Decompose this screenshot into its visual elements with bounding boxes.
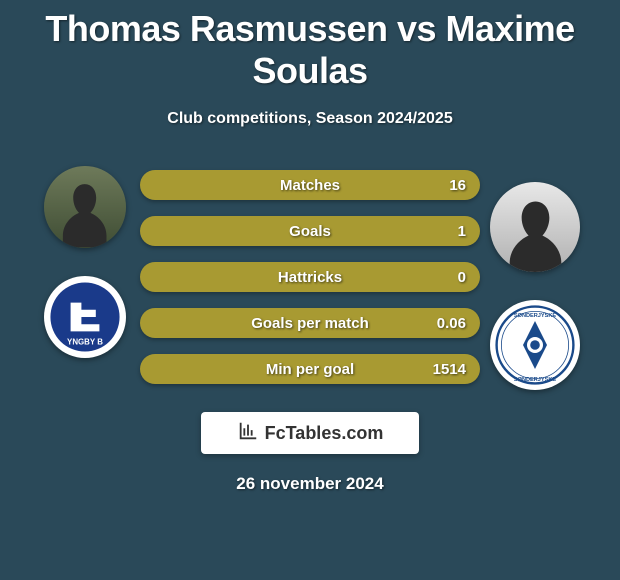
date-text: 26 november 2024 <box>0 474 620 494</box>
player-left-column: YNGBY B <box>30 166 140 358</box>
stat-value: 0 <box>458 269 466 286</box>
stat-row-hattricks: Hattricks 0 <box>140 262 480 292</box>
brand-box[interactable]: FcTables.com <box>201 412 419 454</box>
club-right-badge: SØNDERJYSKE SØNDERJYSKE <box>490 300 580 390</box>
stat-row-goals-per-match: Goals per match 0.06 <box>140 308 480 338</box>
svg-text:YNGBY B: YNGBY B <box>67 337 103 346</box>
stat-row-matches: Matches 16 <box>140 170 480 200</box>
club-left-icon: YNGBY B <box>49 281 121 353</box>
stat-value: 0.06 <box>437 315 466 332</box>
club-left-badge: YNGBY B <box>44 276 126 358</box>
stat-label: Hattricks <box>278 269 342 286</box>
svg-text:SØNDERJYSKE: SØNDERJYSKE <box>514 313 557 319</box>
player-right-photo <box>490 182 580 272</box>
stats-column: Matches 16 Goals 1 Hattricks 0 Goals per… <box>140 170 480 384</box>
stat-row-goals: Goals 1 <box>140 216 480 246</box>
page-title: Thomas Rasmussen vs Maxime Soulas <box>0 0 620 92</box>
stat-label: Matches <box>280 177 340 194</box>
player-left-photo <box>44 166 126 248</box>
stat-value: 16 <box>449 177 466 194</box>
player-right-silhouette-icon <box>490 182 580 272</box>
brand-text: FcTables.com <box>265 423 384 444</box>
stat-label: Min per goal <box>266 361 354 378</box>
comparison-widget: Thomas Rasmussen vs Maxime Soulas Club c… <box>0 0 620 580</box>
chart-icon <box>237 420 259 447</box>
content-row: YNGBY B Matches 16 Goals 1 Hattricks 0 G… <box>0 166 620 390</box>
stat-label: Goals per match <box>251 315 369 332</box>
stat-row-min-per-goal: Min per goal 1514 <box>140 354 480 384</box>
stat-value: 1514 <box>433 361 466 378</box>
player-right-column: SØNDERJYSKE SØNDERJYSKE <box>480 182 590 390</box>
subtitle: Club competitions, Season 2024/2025 <box>0 110 620 128</box>
stat-value: 1 <box>458 223 466 240</box>
stat-label: Goals <box>289 223 331 240</box>
player-left-silhouette-icon <box>44 166 126 248</box>
club-right-icon: SØNDERJYSKE SØNDERJYSKE <box>495 305 575 385</box>
svg-text:SØNDERJYSKE: SØNDERJYSKE <box>514 377 557 383</box>
